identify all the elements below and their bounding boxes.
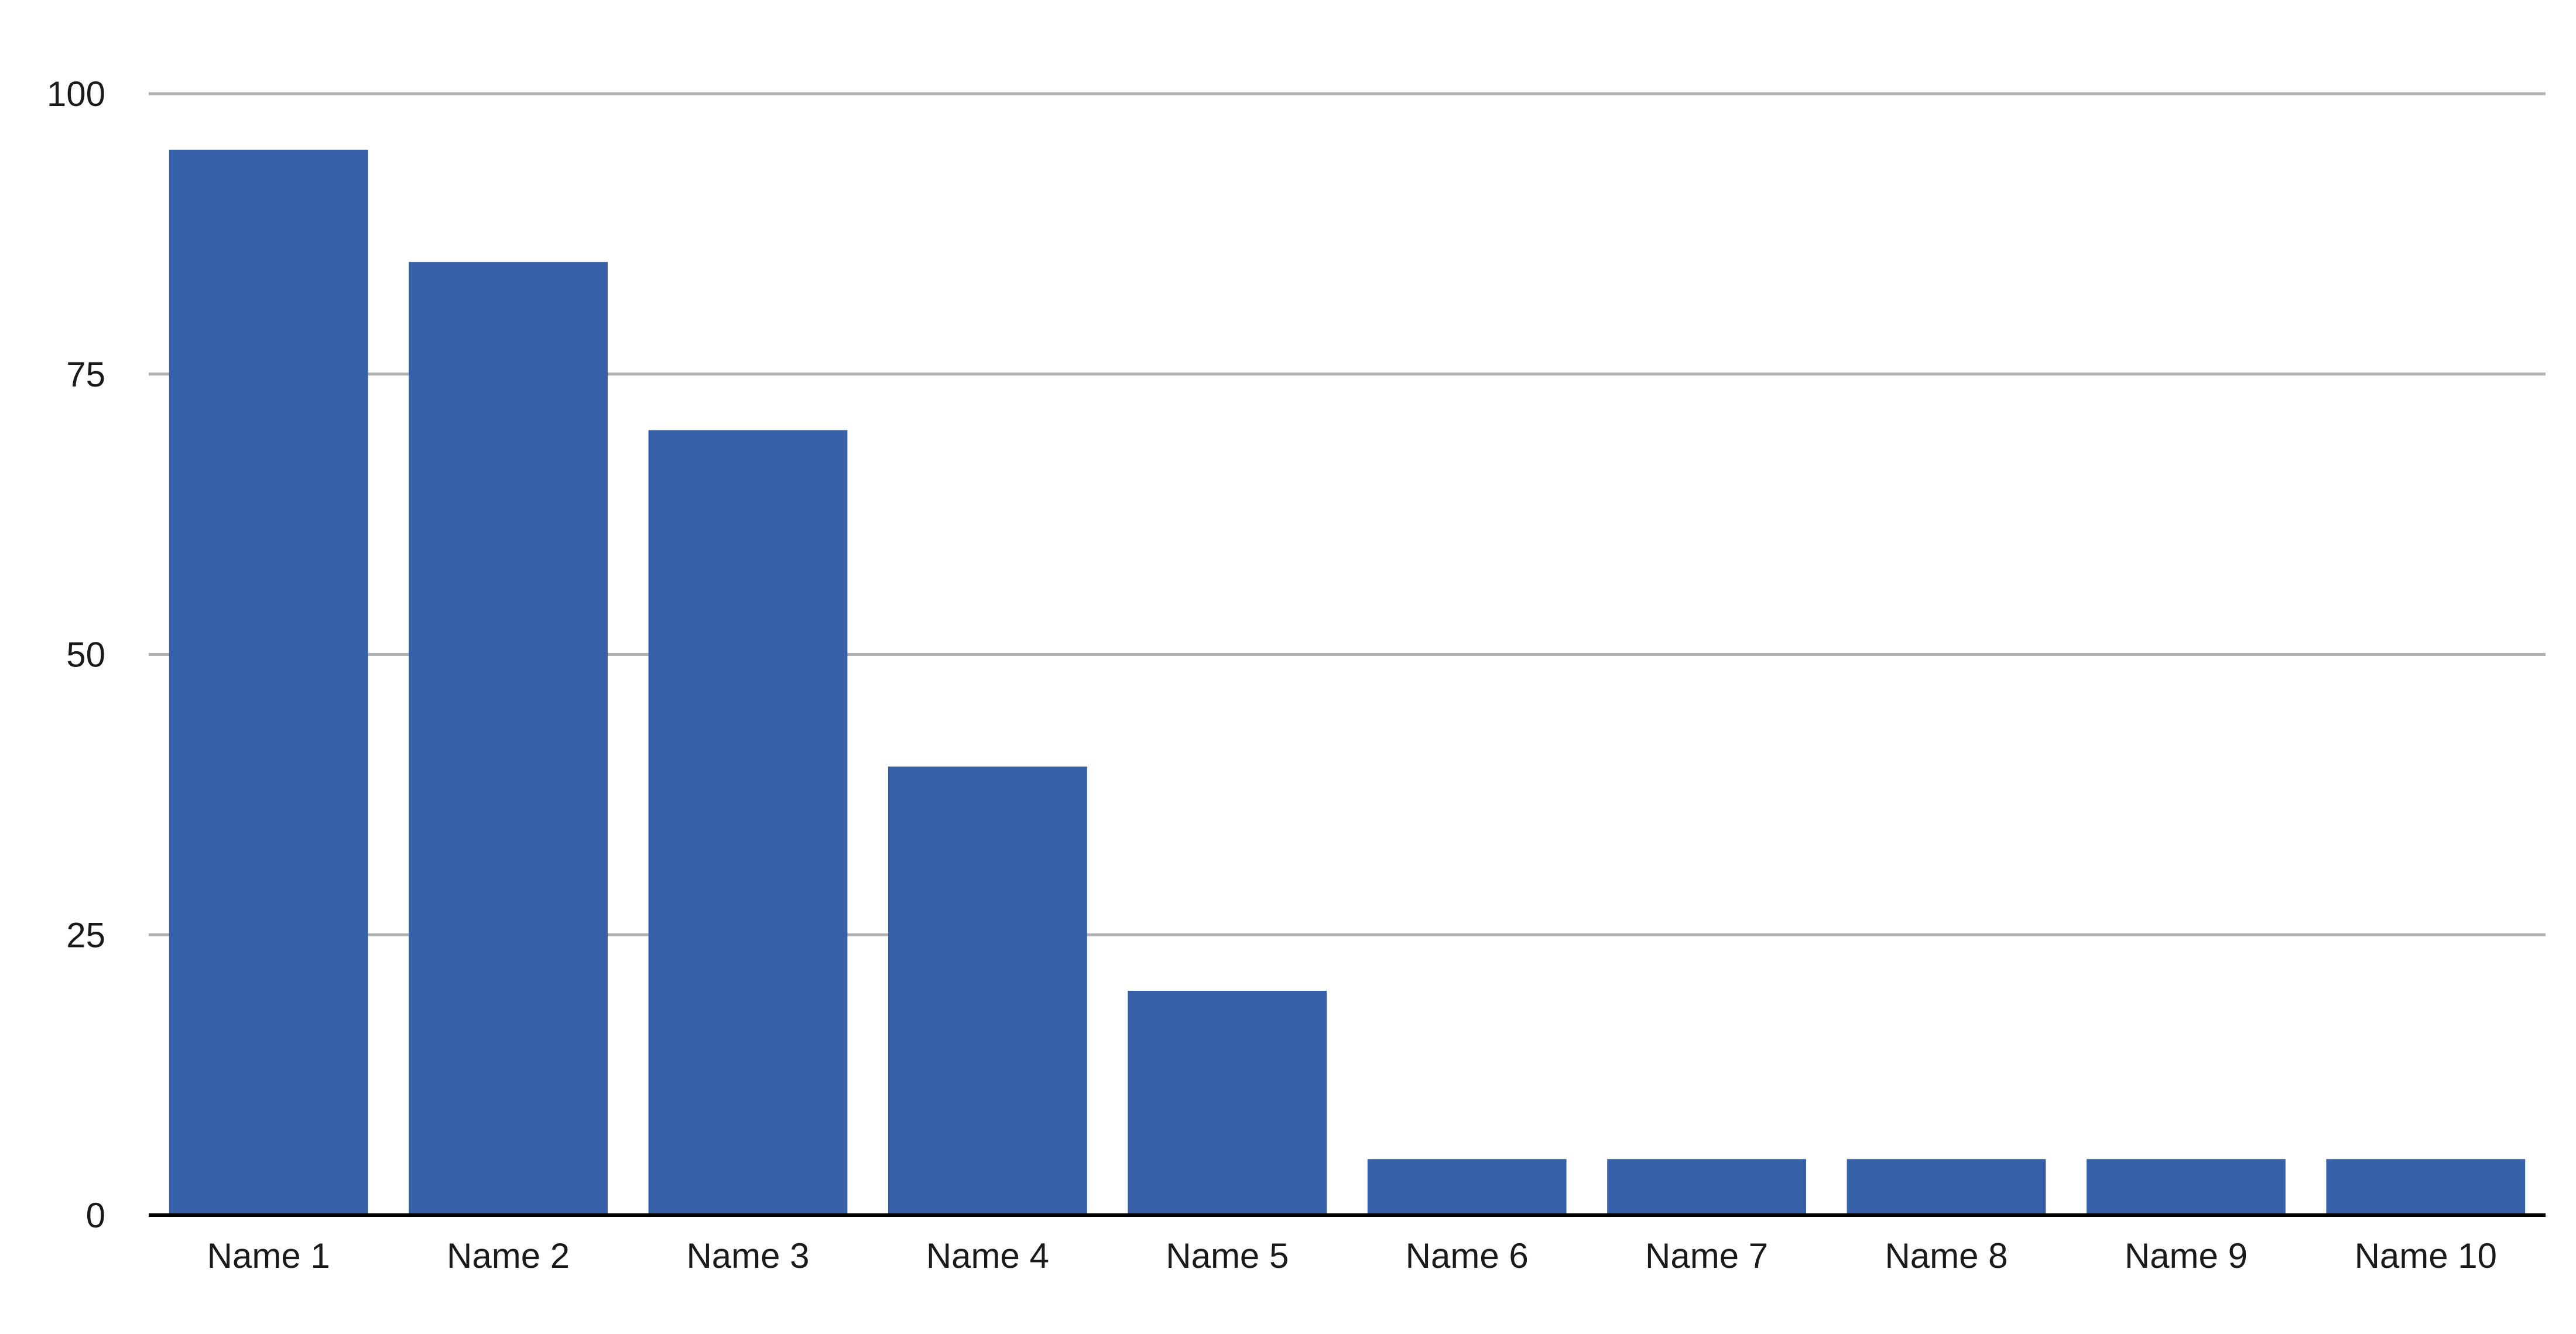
y-tick-label: 25 xyxy=(66,915,105,955)
x-category-label: Name 6 xyxy=(1406,1236,1529,1275)
bar-name-6 xyxy=(1367,1159,1567,1215)
x-category-label: Name 5 xyxy=(1166,1236,1289,1275)
x-category-label: Name 1 xyxy=(207,1236,330,1275)
x-category-label: Name 9 xyxy=(2125,1236,2248,1275)
x-category-label: Name 4 xyxy=(926,1236,1049,1275)
bar-name-2 xyxy=(409,262,608,1215)
bar-name-5 xyxy=(1128,991,1327,1215)
x-category-label: Name 3 xyxy=(686,1236,809,1275)
y-tick-label: 75 xyxy=(66,355,105,394)
bar-name-7 xyxy=(1607,1159,1807,1215)
bar-name-9 xyxy=(2086,1159,2286,1215)
bar-name-4 xyxy=(888,767,1087,1215)
y-axis-tick-labels: 0 25 50 75 100 xyxy=(47,74,105,1235)
x-category-label: Name 2 xyxy=(447,1236,570,1275)
x-category-label: Name 7 xyxy=(1645,1236,1768,1275)
bar-name-3 xyxy=(648,430,848,1215)
x-axis-category-labels: Name 1 Name 2 Name 3 Name 4 Name 5 Name 6 Name… xyxy=(207,1236,2497,1275)
bar-name-10 xyxy=(2326,1159,2526,1215)
bars xyxy=(169,149,2526,1215)
x-category-label: Name 8 xyxy=(1885,1236,2008,1275)
bar-name-8 xyxy=(1847,1159,2046,1215)
y-tick-label: 100 xyxy=(47,74,105,114)
x-category-label: Name 10 xyxy=(2355,1236,2497,1275)
bar-name-1 xyxy=(169,149,368,1215)
y-tick-label: 0 xyxy=(86,1196,105,1235)
y-tick-label: 50 xyxy=(66,635,105,675)
